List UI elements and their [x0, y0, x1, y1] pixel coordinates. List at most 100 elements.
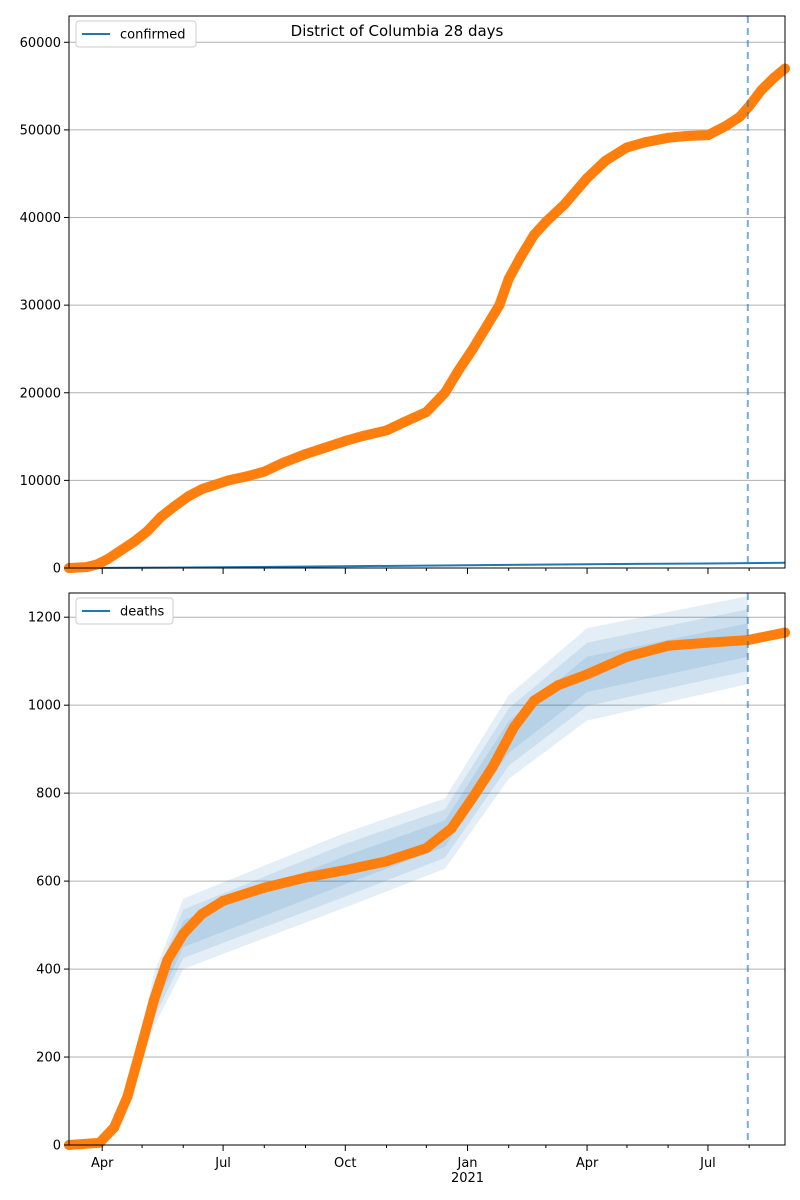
legend-deaths: deaths: [75, 597, 174, 625]
data-point: [196, 484, 207, 495]
legend-box-confirmed: [75, 20, 197, 48]
data-point: [358, 430, 369, 441]
plot-area-deaths: [69, 593, 785, 1145]
data-point: [400, 416, 411, 427]
y-tick-label: 60000: [20, 36, 61, 51]
data-point: [446, 823, 457, 834]
data-point: [552, 680, 563, 691]
series-markers-trace: [64, 63, 790, 573]
data-point: [494, 300, 505, 311]
axes-frame-confirmed: [68, 15, 786, 569]
data-point: [183, 491, 194, 502]
data-point: [381, 425, 392, 436]
data-point: [115, 545, 126, 556]
data-point: [481, 322, 492, 333]
x-tick-label: Jul: [699, 1156, 716, 1171]
x-tick-label: Jul: [214, 1156, 231, 1171]
data-point: [509, 722, 520, 733]
markers-confirmed: [64, 63, 790, 573]
data-point: [681, 131, 692, 142]
y-tick-label: 800: [36, 787, 61, 802]
data-point: [756, 85, 767, 96]
y-tick-label: 50000: [20, 123, 61, 138]
data-point: [540, 216, 551, 227]
y-tick-label: 0: [53, 1139, 61, 1154]
data-point: [528, 695, 539, 706]
data-point: [155, 512, 166, 523]
legend-label-deaths: deaths: [120, 605, 165, 620]
legend-box-deaths: [75, 597, 174, 625]
data-point: [277, 457, 288, 468]
data-point: [744, 101, 755, 112]
data-point: [149, 994, 160, 1005]
y-tick-label: 30000: [20, 299, 61, 314]
data-point: [137, 1038, 148, 1049]
data-point: [769, 72, 780, 83]
x-tick-label: Jan: [456, 1156, 477, 1171]
legend-label-confirmed: confirmed: [120, 28, 186, 43]
y-tick-label: 40000: [20, 211, 61, 226]
data-point: [467, 343, 478, 354]
data-point: [129, 536, 140, 547]
data-point: [168, 501, 179, 512]
data-point: [487, 761, 498, 772]
y-tick-label: 1000: [28, 699, 61, 714]
y-axis-confirmed: 0 10000 20000 30000 40000 50000 60000: [20, 36, 69, 577]
data-point: [259, 466, 270, 477]
data-point: [702, 637, 713, 648]
data-point: [721, 120, 732, 131]
data-point: [340, 435, 351, 446]
data-point: [600, 155, 611, 166]
data-point: [621, 142, 632, 153]
data-point: [702, 130, 713, 141]
data-point: [381, 856, 392, 867]
axes-frame-deaths: [68, 592, 786, 1146]
y-tick-label: 600: [36, 875, 61, 890]
data-point: [663, 640, 674, 651]
data-point: [81, 562, 92, 573]
data-point: [102, 554, 113, 565]
y-tick-label: 1200: [28, 611, 61, 626]
legend-confirmed: confirmed: [75, 20, 197, 48]
data-point: [259, 882, 270, 893]
data-point: [559, 199, 570, 210]
x-tick-label: Oct: [334, 1156, 356, 1171]
data-point: [439, 387, 450, 398]
data-point: [528, 230, 539, 241]
markers-deaths: [64, 627, 790, 1150]
data-point: [218, 895, 229, 906]
x-axis-deaths: Apr Jul Oct Jan Apr Jul 2021: [91, 1145, 750, 1186]
data-point: [243, 471, 254, 481]
data-point: [142, 526, 153, 537]
data-point: [503, 273, 514, 284]
uncertainty-band: [127, 596, 748, 1097]
data-point: [340, 865, 351, 876]
deaths-panel: 0 200 400 600 800 1000 1200 Apr Jul Oct Jan Apr Jul…: [28, 592, 790, 1186]
x-axis-confirmed: [101, 568, 750, 574]
y-tick-label: 20000: [20, 386, 61, 401]
data-point: [734, 111, 745, 122]
data-point: [109, 1122, 120, 1133]
bands-deaths: [127, 596, 748, 1097]
data-point: [91, 559, 102, 570]
data-point: [178, 928, 189, 939]
data-point: [742, 635, 753, 646]
x-year-label: 2021: [451, 1171, 484, 1186]
data-point: [300, 449, 311, 460]
data-point: [421, 407, 432, 418]
data-point: [640, 137, 651, 148]
data-point: [515, 251, 526, 262]
confirmed-panel: 0 10000 20000 30000 40000 50000 60000 confirme…: [20, 15, 790, 577]
y-axis-deaths: 0 200 400 600 800 1000 1200: [28, 611, 69, 1154]
plot-area-confirmed: [69, 16, 785, 568]
uncertainty-band: [127, 609, 748, 1097]
y-tick-label: 10000: [20, 474, 61, 489]
data-point: [122, 1091, 133, 1102]
y-tick-label: 0: [53, 562, 61, 577]
data-point: [582, 173, 593, 184]
x-tick-label: Apr: [576, 1156, 599, 1171]
data-point: [196, 909, 207, 920]
data-point: [621, 651, 632, 662]
data-point: [467, 792, 478, 803]
